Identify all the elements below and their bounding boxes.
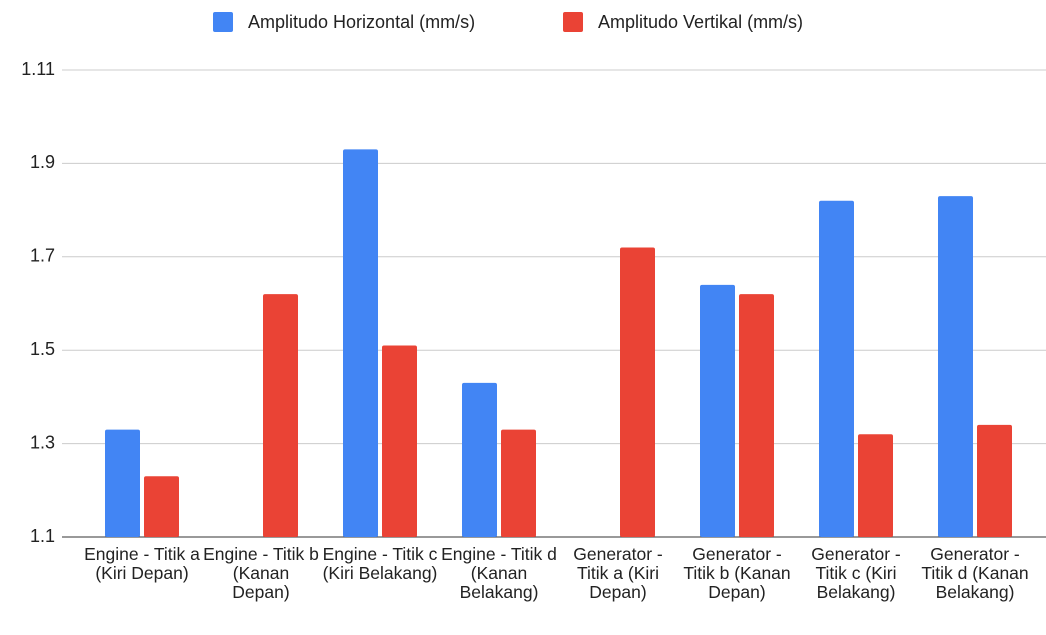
legend-swatch	[213, 12, 233, 32]
x-tick-label: Engine - Titik d (Kanan Belakang)	[441, 544, 557, 602]
y-tick-label: 1.1	[30, 526, 55, 546]
bar	[739, 294, 774, 537]
y-tick-label: 1.11	[21, 59, 55, 79]
bar	[462, 382, 497, 537]
y-tick-label: 1.9	[30, 152, 55, 172]
bar	[977, 424, 1012, 537]
bar	[382, 345, 417, 537]
y-tick-label: 1.5	[30, 339, 55, 359]
x-tick-label: Generator - Titik c (Kiri Belakang)	[811, 544, 901, 602]
bar	[105, 429, 140, 537]
bar	[620, 247, 655, 537]
x-tick-label: Engine - Titik a (Kiri Depan)	[84, 544, 200, 583]
bar	[858, 434, 893, 537]
y-tick-label: 1.3	[30, 432, 55, 452]
bar	[501, 429, 536, 537]
legend-label: Amplitudo Horizontal (mm/s)	[248, 12, 475, 32]
bar	[343, 149, 378, 537]
x-tick-label: Engine - Titik b (Kanan Depan)	[203, 544, 319, 602]
x-tick-label: Generator - Titik d (Kanan Belakang)	[921, 544, 1029, 602]
bar	[938, 196, 973, 537]
bar	[144, 476, 179, 537]
legend-swatch	[563, 12, 583, 32]
x-tick-label: Generator - Titik a (Kiri Depan)	[573, 544, 663, 602]
x-tick-label: Engine - Titik c (Kiri Belakang)	[322, 544, 438, 583]
bar	[263, 294, 298, 537]
bar	[819, 200, 854, 537]
x-tick-label: Generator - Titik b (Kanan Depan)	[683, 544, 791, 602]
bar	[700, 284, 735, 537]
legend-label: Amplitudo Vertikal (mm/s)	[598, 12, 803, 32]
y-tick-label: 1.7	[30, 246, 55, 266]
